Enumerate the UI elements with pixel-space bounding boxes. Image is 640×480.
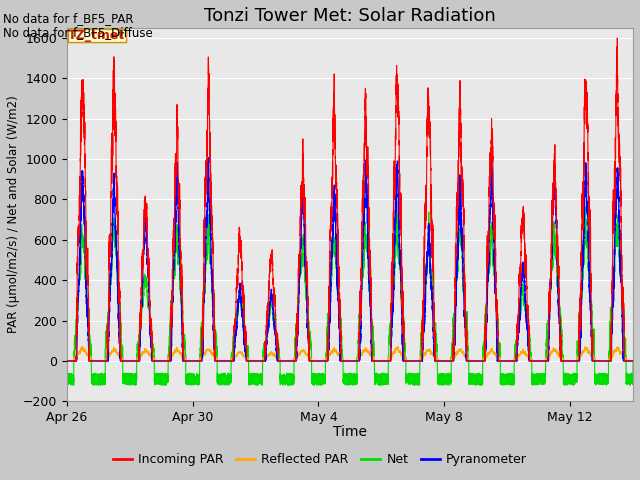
Y-axis label: PAR (μmol/m2/s) / Net and Solar (W/m2): PAR (μmol/m2/s) / Net and Solar (W/m2) <box>7 96 20 334</box>
Text: No data for f_BF5_Diffuse: No data for f_BF5_Diffuse <box>3 26 153 39</box>
X-axis label: Time: Time <box>333 425 367 440</box>
Text: No data for f_BF5_PAR: No data for f_BF5_PAR <box>3 12 134 25</box>
Legend: Incoming PAR, Reflected PAR, Net, Pyranometer: Incoming PAR, Reflected PAR, Net, Pyrano… <box>108 448 532 471</box>
Title: Tonzi Tower Met: Solar Radiation: Tonzi Tower Met: Solar Radiation <box>204 7 496 25</box>
Legend:  <box>67 29 125 42</box>
